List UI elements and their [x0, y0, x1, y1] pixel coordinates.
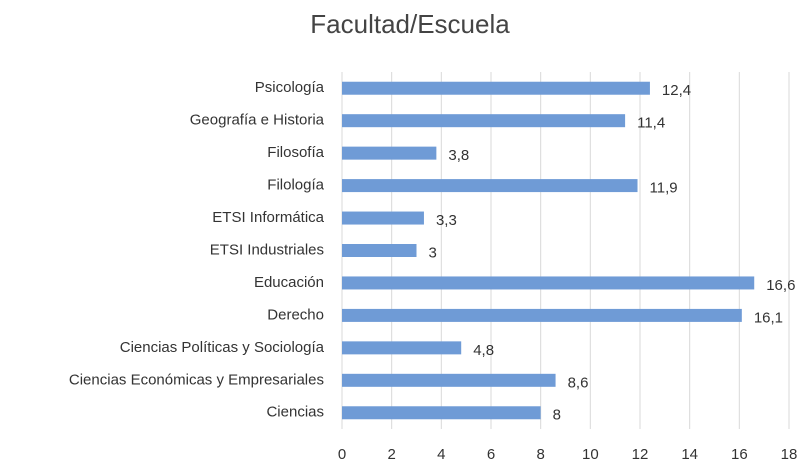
value-label: 3	[429, 244, 437, 261]
bar	[342, 179, 638, 193]
y-tick-label: Geografía e Historia	[190, 112, 325, 129]
value-label: 16,6	[766, 277, 795, 294]
bar	[342, 146, 437, 160]
bar	[342, 211, 424, 225]
x-tick-label: 8	[536, 446, 544, 463]
value-label: 16,1	[754, 309, 783, 326]
y-tick-label: Ciencias	[266, 404, 324, 421]
value-label: 4,8	[473, 342, 494, 359]
y-tick-label: Psicología	[255, 79, 325, 96]
x-tick-label: 14	[681, 446, 698, 463]
x-tick-label: 12	[632, 446, 649, 463]
value-label: 8	[553, 407, 561, 424]
chart-title: Facultad/Escuela	[310, 9, 510, 39]
bar	[342, 276, 755, 290]
bar	[342, 244, 417, 257]
bar	[342, 308, 742, 322]
y-tick-label: Derecho	[267, 306, 324, 323]
bar	[342, 406, 541, 420]
value-label: 3,8	[448, 147, 469, 164]
value-label: 11,4	[637, 115, 665, 132]
value-label: 12,4	[662, 82, 691, 99]
value-label: 11,9	[650, 180, 678, 197]
bar	[342, 373, 556, 387]
y-tick-label: ETSI Informática	[212, 209, 324, 226]
bar	[342, 81, 650, 95]
x-tick-label: 2	[387, 446, 395, 463]
x-tick-label: 0	[338, 446, 346, 463]
x-tick-label: 4	[437, 446, 445, 463]
value-label: 3,3	[436, 212, 457, 229]
value-label: 8,6	[568, 374, 589, 391]
bar	[342, 341, 462, 355]
x-tick-label: 10	[582, 446, 599, 463]
x-tick-label: 6	[487, 446, 495, 463]
y-tick-label: Educación	[254, 274, 324, 291]
y-tick-label: Ciencias Políticas y Sociología	[120, 339, 325, 356]
y-tick-label: ETSI Industriales	[210, 241, 324, 258]
x-tick-label: 16	[731, 446, 748, 463]
y-tick-label: Filología	[267, 177, 324, 194]
y-tick-label: Ciencias Económicas y Empresariales	[69, 371, 324, 388]
bar	[342, 114, 626, 128]
x-tick-label: 18	[781, 446, 798, 463]
y-tick-label: Filosofía	[267, 144, 324, 161]
